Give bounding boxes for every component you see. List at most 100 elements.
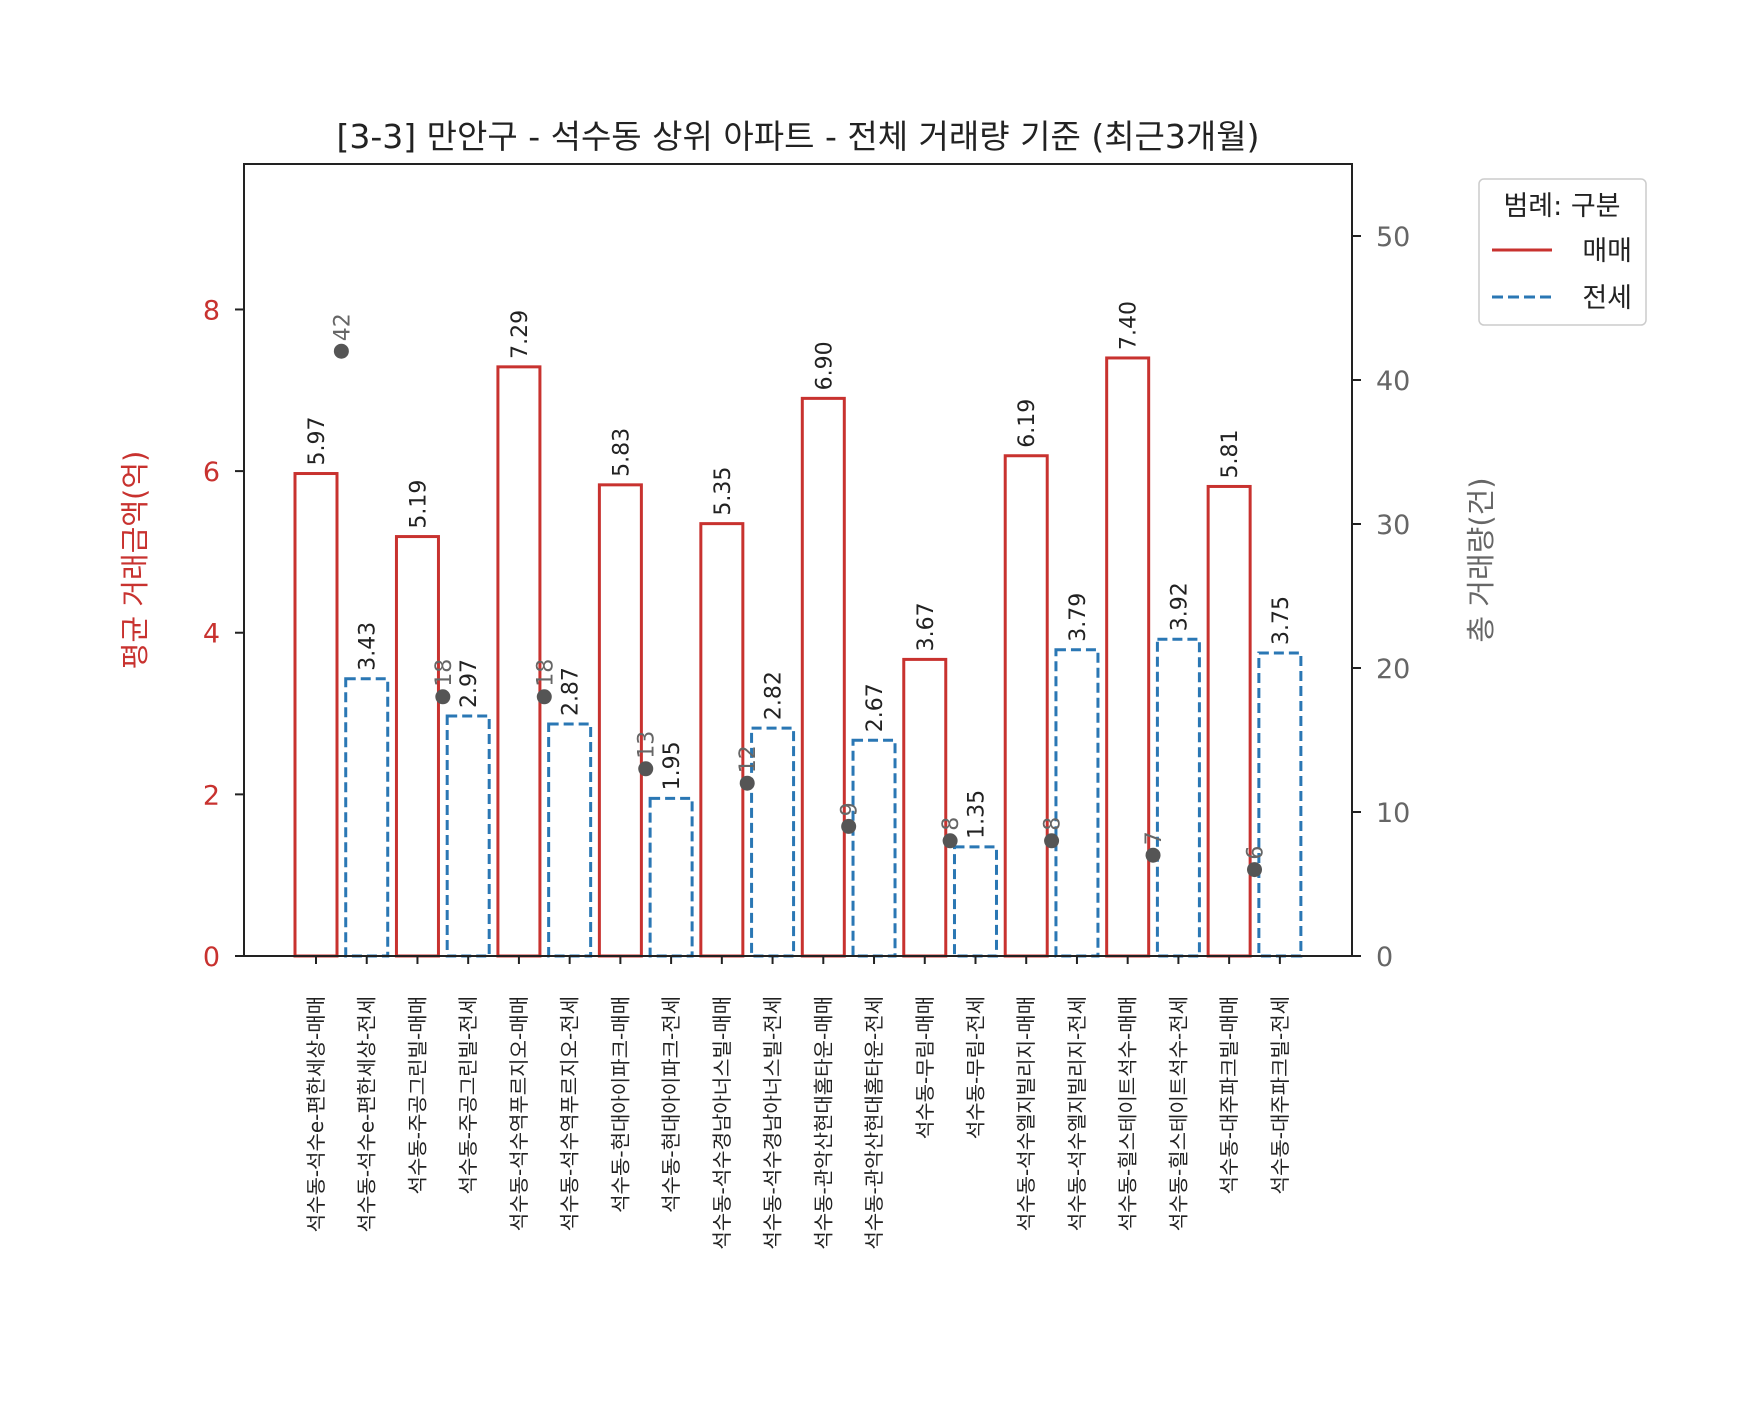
bar-value-label-2: 3.43 bbox=[356, 622, 381, 671]
volume-label-7: 8 bbox=[939, 817, 964, 831]
y-axis-left-label: 평균 거래금액(억) bbox=[118, 451, 152, 670]
volume-marker-1 bbox=[333, 343, 349, 359]
volume-label-4: 13 bbox=[635, 731, 660, 759]
bar-value-label-7: 5.83 bbox=[609, 428, 634, 477]
volume-label-2: 18 bbox=[432, 659, 457, 687]
y-right-tick-label-4: 30 bbox=[1376, 510, 1410, 541]
y-axis-right-label: 총 거래량(건) bbox=[1464, 477, 1498, 642]
y-right-tick-label-3: 20 bbox=[1376, 654, 1410, 685]
chart-title: [3-3] 만안구 - 석수동 상위 아파트 - 전체 거래량 기준 (최근3개… bbox=[336, 117, 1259, 156]
left-axis: 0 2 4 6 8 bbox=[203, 295, 244, 973]
bar-11 bbox=[800, 396, 846, 958]
volume-label-8: 8 bbox=[1041, 817, 1066, 831]
x-tick-label-3: 석수동-주공그린빌-매매 bbox=[405, 996, 429, 1194]
y-right-tick-label-2: 10 bbox=[1376, 798, 1410, 829]
x-tick-label-13: 석수동-무림-매매 bbox=[913, 996, 937, 1139]
y-right-tick-label-6: 50 bbox=[1376, 222, 1410, 253]
x-tick-label-8: 석수동-현대아이파크-전세 bbox=[659, 996, 683, 1213]
bar-8 bbox=[648, 796, 694, 958]
volume-label-10: 6 bbox=[1244, 846, 1269, 860]
volume-marker-6 bbox=[841, 818, 857, 834]
volume-marker-9 bbox=[1145, 847, 1161, 863]
legend-label-jeonse: 전세 bbox=[1582, 283, 1632, 314]
x-tick-label-4: 석수동-주공그린빌-전세 bbox=[456, 996, 480, 1194]
bar-18 bbox=[1155, 637, 1201, 958]
volume-markers-layer: 42 18 18 13 12 9 8 8 7 6 bbox=[330, 313, 1269, 878]
bar-value-label-8: 1.95 bbox=[660, 741, 685, 790]
legend-frame bbox=[1478, 178, 1647, 326]
x-tick-label-14: 석수동-무림-전세 bbox=[963, 996, 987, 1139]
y-left-tick-label-3: 4 bbox=[203, 619, 220, 650]
volume-marker-4 bbox=[638, 761, 654, 777]
bars-layer bbox=[293, 356, 1303, 958]
bar-19 bbox=[1206, 484, 1252, 958]
bar-13 bbox=[902, 657, 948, 958]
volume-label-9: 7 bbox=[1142, 831, 1167, 845]
x-tick-label-18: 석수동-힐스테이트석수-전세 bbox=[1166, 996, 1190, 1231]
volume-marker-2 bbox=[435, 689, 451, 705]
bar-value-label-19: 5.81 bbox=[1218, 429, 1243, 478]
volume-label-3: 18 bbox=[533, 659, 558, 687]
bar-value-label-10: 2.82 bbox=[762, 671, 787, 720]
x-axis: 석수동-석수e-편한세상-매매 석수동-석수e-편한세상-전세 석수동-주공그린빌-… bbox=[304, 956, 1292, 1250]
legend: 범례: 구분 매매 전세 bbox=[1478, 178, 1647, 326]
bar-value-label-18: 3.92 bbox=[1167, 582, 1192, 631]
right-axis: 0 10 20 30 40 50 bbox=[1352, 222, 1410, 973]
bar-value-label-9: 5.35 bbox=[711, 467, 736, 516]
x-tick-label-9: 석수동-석수경남아너스빌-매매 bbox=[710, 996, 734, 1250]
volume-marker-10 bbox=[1247, 862, 1263, 878]
x-tick-label-20: 석수동-대주파크빌-전세 bbox=[1268, 996, 1292, 1194]
volume-label-1: 42 bbox=[330, 313, 355, 341]
bar-value-label-1: 5.97 bbox=[305, 417, 330, 466]
bar-value-label-6: 2.87 bbox=[559, 667, 584, 716]
x-tick-label-1: 석수동-석수e-편한세상-매매 bbox=[304, 996, 328, 1232]
bar-16 bbox=[1054, 648, 1100, 958]
x-tick-label-16: 석수동-석수엘지빌리지-전세 bbox=[1065, 996, 1089, 1231]
legend-title: 범례: 구분 bbox=[1503, 191, 1620, 222]
x-tick-label-17: 석수동-힐스테이트석수-매매 bbox=[1116, 996, 1140, 1231]
x-tick-label-10: 석수동-석수경남아너스빌-전세 bbox=[761, 996, 785, 1250]
bar-value-label-15: 6.19 bbox=[1015, 399, 1040, 448]
bar-value-label-5: 7.29 bbox=[508, 310, 533, 359]
bar-15 bbox=[1003, 454, 1049, 958]
bar-value-label-11: 6.90 bbox=[812, 341, 837, 390]
bar-2 bbox=[344, 677, 390, 958]
bar-value-label-13: 3.67 bbox=[914, 602, 939, 651]
x-tick-label-12: 석수동-관악산현대홈타운-전세 bbox=[862, 996, 886, 1250]
bar-12 bbox=[851, 738, 897, 958]
y-left-tick-label-2: 2 bbox=[203, 780, 220, 811]
bar-value-label-17: 7.40 bbox=[1117, 301, 1142, 350]
volume-marker-5 bbox=[739, 775, 755, 791]
y-left-tick-label-1: 0 bbox=[203, 942, 220, 973]
x-tick-label-19: 석수동-대주파크빌-매매 bbox=[1217, 996, 1241, 1194]
bar-value-label-16: 3.79 bbox=[1066, 593, 1091, 642]
value-labels-layer: 5.97 3.43 5.19 2.97 7.29 2.87 5.83 1.95 5.35 2.82… bbox=[305, 301, 1294, 839]
bar-4 bbox=[445, 714, 491, 958]
bar-20 bbox=[1257, 651, 1303, 958]
x-tick-label-2: 석수동-석수e-편한세상-전세 bbox=[355, 996, 379, 1232]
x-tick-label-5: 석수동-석수역푸르지오-매매 bbox=[507, 996, 531, 1231]
x-tick-label-15: 석수동-석수엘지빌리지-매매 bbox=[1014, 996, 1038, 1231]
volume-marker-7 bbox=[942, 833, 958, 849]
y-right-tick-label-5: 40 bbox=[1376, 366, 1410, 397]
bar-value-label-20: 3.75 bbox=[1269, 596, 1294, 645]
bar-14 bbox=[952, 845, 998, 958]
x-tick-label-6: 석수동-석수역푸르지오-전세 bbox=[558, 996, 582, 1231]
x-tick-label-7: 석수동-현대아이파크-매매 bbox=[608, 996, 632, 1213]
volume-label-6: 9 bbox=[838, 802, 863, 816]
bar-value-label-4: 2.97 bbox=[457, 659, 482, 708]
x-tick-label-11: 석수동-관악산현대홈타운-매매 bbox=[811, 996, 835, 1250]
bar-9 bbox=[699, 522, 745, 958]
y-right-tick-label-1: 0 bbox=[1376, 942, 1393, 973]
bar-value-label-14: 1.35 bbox=[964, 790, 989, 839]
volume-label-5: 12 bbox=[736, 745, 761, 773]
bar-3 bbox=[394, 535, 440, 958]
plot-frame bbox=[243, 163, 1353, 957]
volume-marker-8 bbox=[1044, 833, 1060, 849]
bar-value-label-12: 2.67 bbox=[863, 683, 888, 732]
y-left-tick-label-5: 8 bbox=[203, 295, 220, 326]
bar-7 bbox=[597, 483, 643, 958]
legend-label-sale: 매매 bbox=[1582, 236, 1632, 267]
volume-marker-3 bbox=[536, 689, 552, 705]
